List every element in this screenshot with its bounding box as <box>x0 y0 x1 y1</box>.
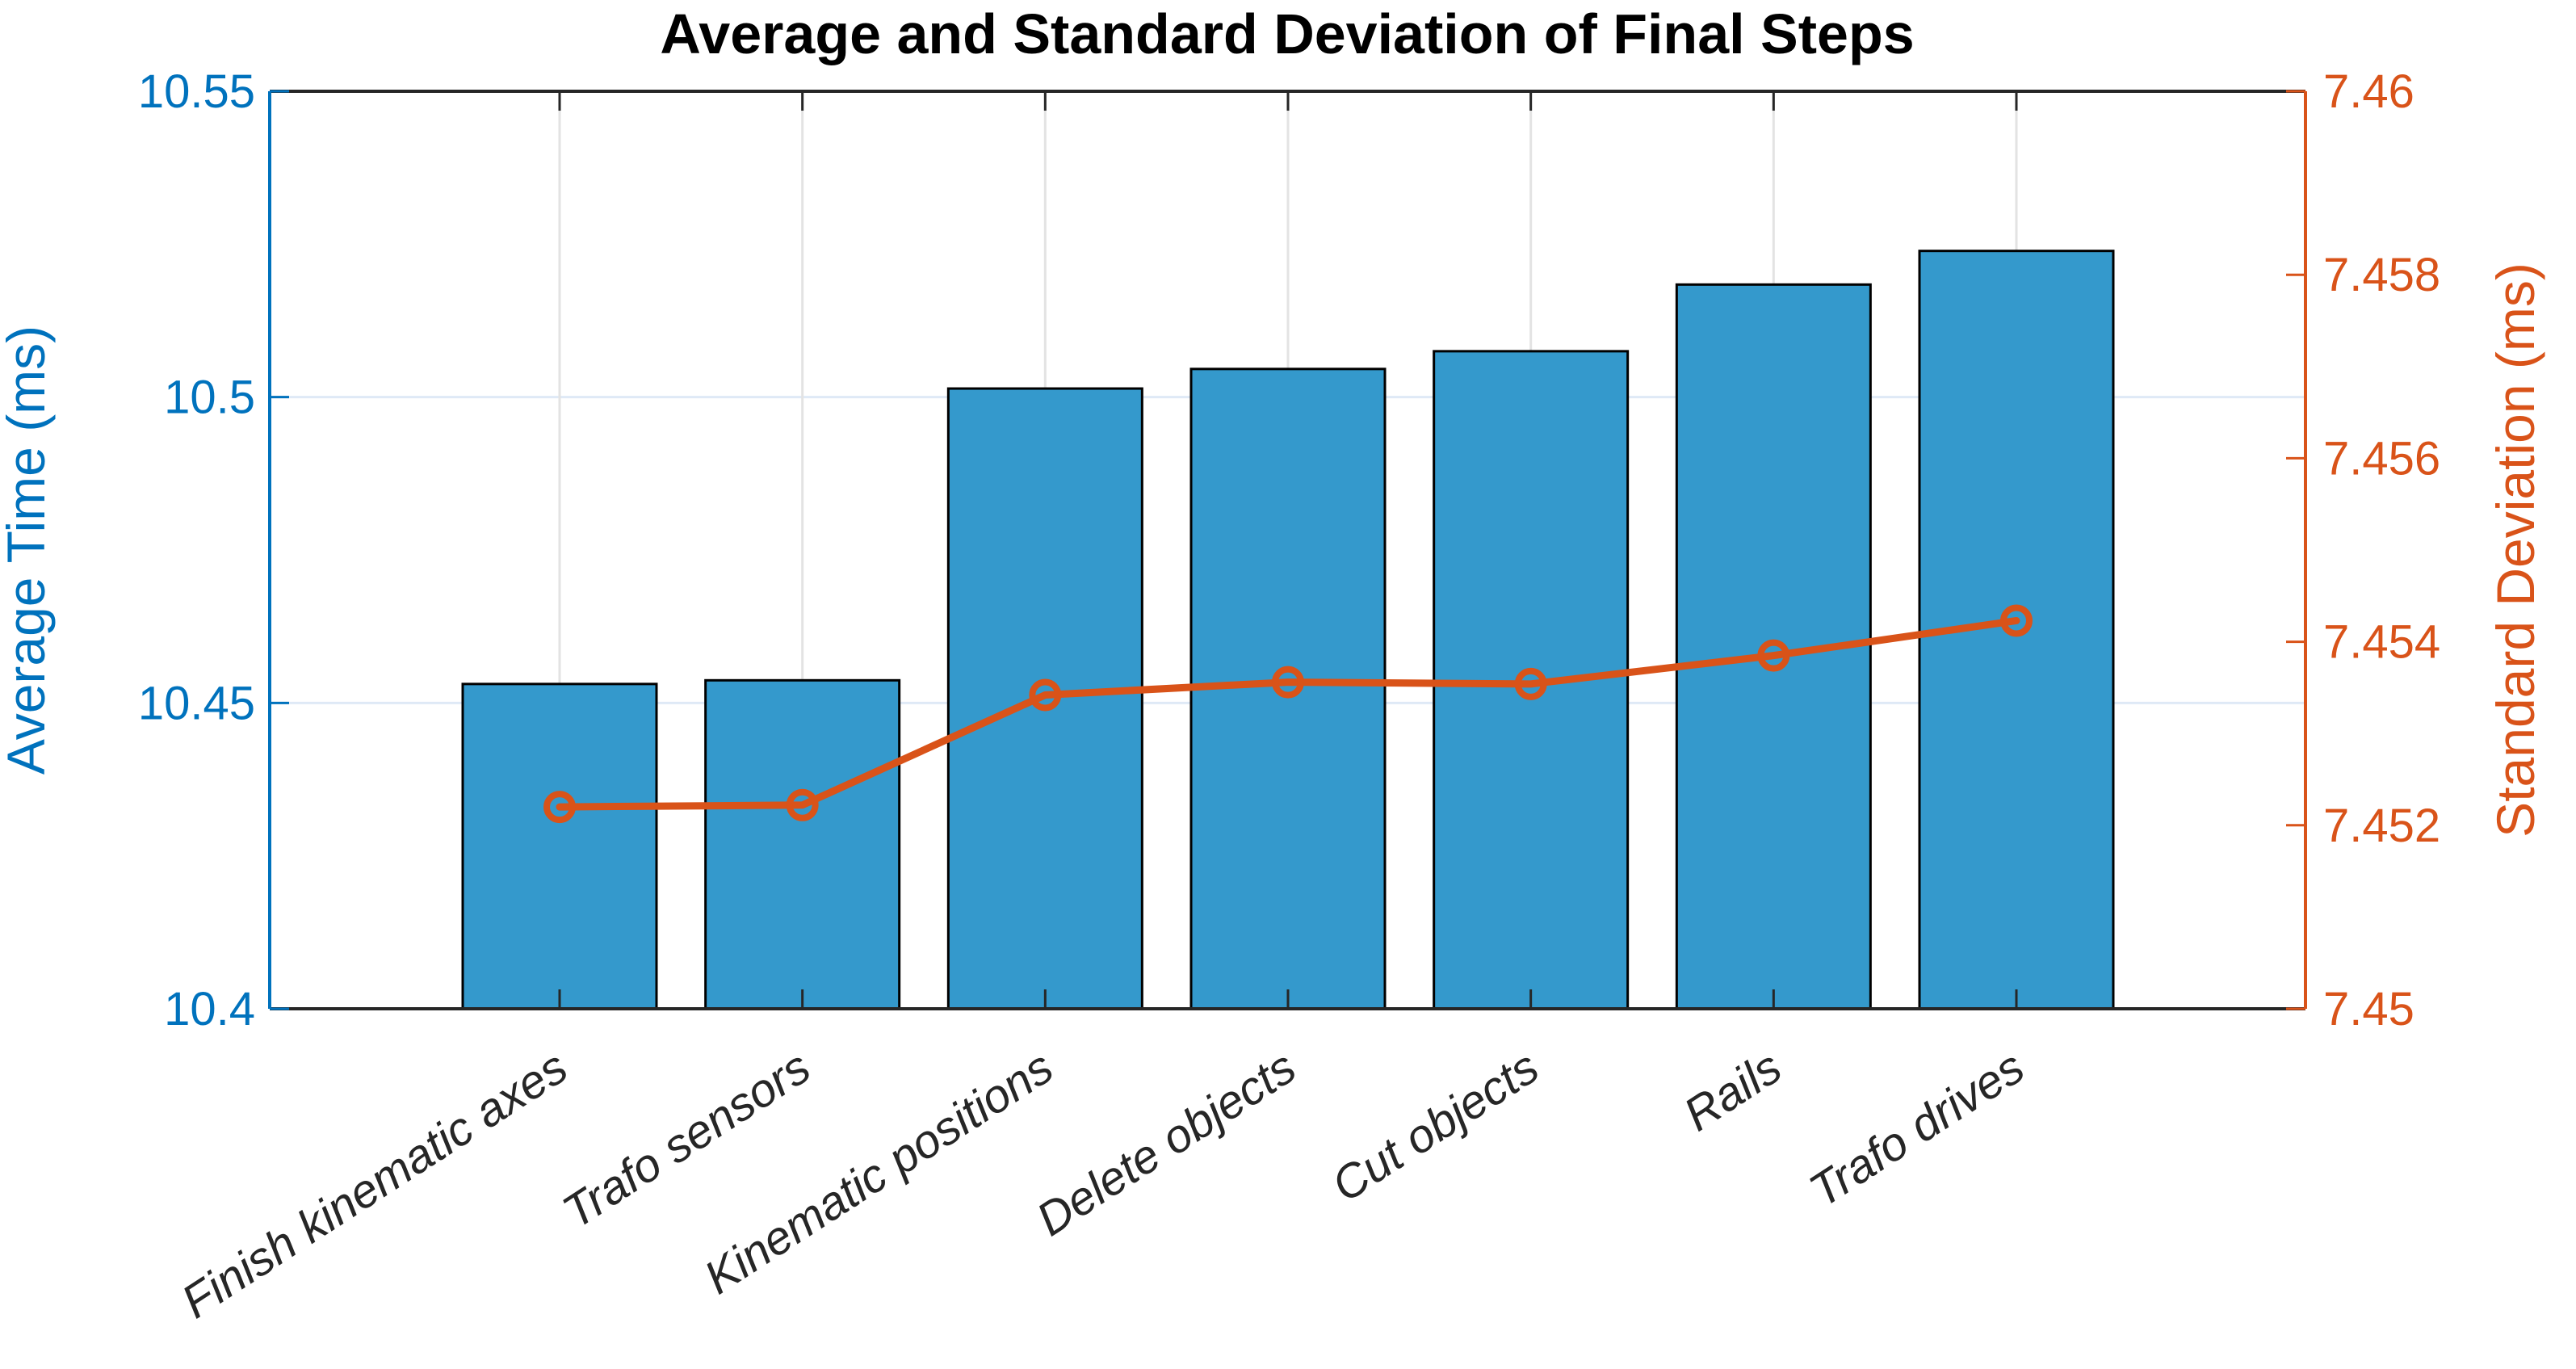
chart-title: Average and Standard Deviation of Final … <box>660 2 1914 65</box>
line-marker <box>543 791 576 824</box>
bar <box>704 678 901 1010</box>
line-marker <box>2000 604 2033 637</box>
left-y-tick-label: 10.4 <box>164 983 255 1035</box>
line-series <box>543 604 2033 824</box>
line-marker <box>786 788 819 821</box>
right-y-tick-label: 7.45 <box>2323 983 2414 1035</box>
x-tick-label: Trafo drives <box>1800 1040 2033 1217</box>
x-tick-label: Finish kinematic axes <box>173 1040 577 1328</box>
line-marker <box>1029 678 1062 712</box>
right-y-tick-label: 7.46 <box>2323 65 2414 118</box>
line-marker <box>1757 639 1790 672</box>
bar <box>461 682 658 1010</box>
x-tick-label: Cut objects <box>1323 1040 1548 1212</box>
line-marker <box>1272 666 1305 699</box>
right-y-tick-label: 7.452 <box>2323 800 2440 852</box>
line-path <box>556 616 2020 811</box>
left-y-tick-label: 10.5 <box>164 372 255 424</box>
axes-layer <box>268 90 2307 1010</box>
line-marker <box>1514 667 1547 700</box>
right-y-axis-label: Standard Deviation (ms) <box>2486 262 2545 838</box>
right-y-tick-label: 7.458 <box>2323 249 2440 301</box>
left-y-axis-label: Average Time (ms) <box>0 325 56 775</box>
x-tick-label: Rails <box>1675 1040 1791 1141</box>
left-y-tick-label: 10.45 <box>138 677 255 729</box>
left-y-tick-label: 10.55 <box>138 65 255 118</box>
right-y-tick-label: 7.456 <box>2323 432 2440 485</box>
x-tick-label: Delete objects <box>1027 1040 1305 1246</box>
right-y-tick-label: 7.454 <box>2323 616 2440 669</box>
